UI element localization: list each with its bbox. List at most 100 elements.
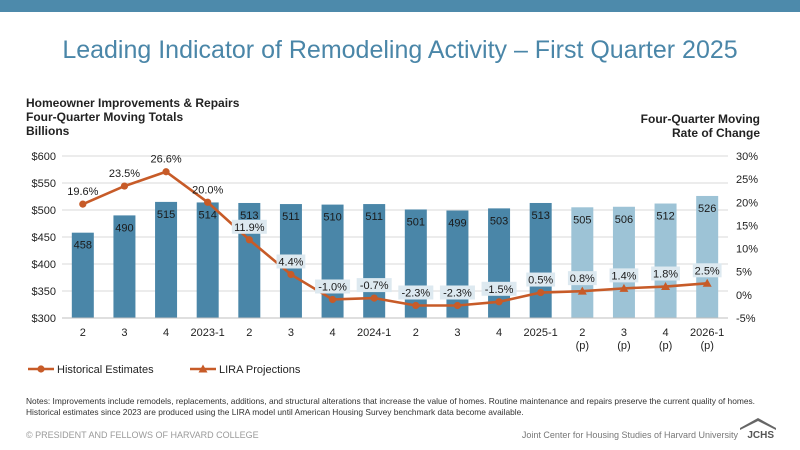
legend-historical-marker — [37, 365, 45, 373]
historical-point — [204, 198, 212, 206]
point-value-label: 2.5% — [695, 265, 720, 277]
x-tick-label: (p) — [576, 340, 589, 352]
point-value-label: -1.0% — [318, 281, 347, 293]
historical-point — [370, 294, 378, 302]
bar — [529, 202, 552, 318]
bar — [696, 195, 719, 318]
x-tick-label: 2 — [413, 327, 419, 339]
bar-value-label: 515 — [157, 209, 175, 221]
legend-historical-label: Historical Estimates — [57, 364, 154, 376]
bar — [71, 232, 94, 318]
y-tick-label: $450 — [32, 232, 56, 244]
historical-point — [287, 270, 295, 279]
x-tick-label: 4 — [163, 327, 169, 339]
x-tick-label: 2 — [80, 327, 86, 339]
org-name: Joint Center for Housing Studies of Harv… — [521, 430, 738, 440]
point-label-bg — [398, 285, 434, 300]
y2-tick-label: 0% — [736, 290, 752, 302]
bar-value-label: 511 — [282, 211, 300, 223]
point-label-bg — [609, 268, 639, 283]
bar-value-label: 511 — [365, 211, 383, 223]
historical-point — [412, 301, 420, 310]
point-value-label: 0.5% — [528, 275, 553, 287]
right-axis-title: Four-Quarter Moving Rate of Change — [641, 112, 760, 140]
point-label-bg — [315, 279, 351, 294]
x-tick-label: 2 — [246, 327, 252, 339]
left-axis-title-line: Four-Quarter Moving Totals — [26, 110, 184, 124]
x-tick-label: 2025-1 — [524, 327, 558, 339]
bar — [113, 215, 136, 318]
historical-point — [328, 295, 337, 304]
bar-value-label: 514 — [199, 209, 217, 221]
bar-value-label: 510 — [323, 212, 341, 224]
bar-value-label: 513 — [240, 210, 258, 222]
point-value-label: -0.7% — [360, 280, 389, 292]
legend-projection-marker — [198, 364, 208, 373]
projection-point — [661, 282, 671, 291]
bar-value-label: 506 — [615, 214, 633, 226]
point-value-label: 1.4% — [611, 270, 636, 282]
point-label-bg — [356, 278, 392, 293]
point-value-label: 20.0% — [192, 184, 223, 196]
copyright: © PRESIDENT AND FELLOWS OF HARVARD COLLE… — [26, 430, 259, 440]
y2-tick-label: -5% — [736, 313, 756, 325]
historical-point — [453, 301, 462, 310]
y-tick-label: $350 — [32, 286, 56, 298]
bar — [196, 202, 219, 318]
right-axis-title-line: Four-Quarter Moving — [640, 112, 760, 126]
historical-point — [245, 236, 253, 244]
y2-tick-label: 20% — [736, 197, 758, 209]
chart-title: Leading Indicator of Remodeling Activity… — [62, 36, 738, 64]
bar-value-label: 503 — [490, 215, 508, 227]
bar-value-label: 505 — [573, 214, 591, 226]
jchs-logo-icon — [740, 418, 776, 430]
bar-value-label: 490 — [115, 222, 133, 234]
point-value-label: 11.9% — [234, 222, 265, 234]
legend-projection-label: LIRA Projections — [219, 364, 301, 376]
projection-point — [702, 278, 712, 287]
point-label-bg — [526, 272, 556, 287]
x-tick-label: 2 — [579, 327, 585, 339]
bar-value-label: 526 — [698, 203, 716, 215]
x-tick-label: 3 — [454, 327, 460, 339]
bar-value-label: 499 — [448, 218, 466, 230]
projection-point — [619, 283, 629, 292]
y-tick-label: $500 — [32, 205, 56, 217]
point-value-label: 0.8% — [570, 273, 595, 285]
point-label-bg — [567, 271, 597, 286]
point-value-label: -1.5% — [485, 284, 514, 296]
bar — [612, 206, 635, 318]
y-tick-label: $600 — [32, 151, 56, 163]
top-accent-bar — [0, 0, 800, 12]
x-tick-label: 4 — [496, 327, 502, 339]
x-tick-label: 4 — [330, 327, 336, 339]
bar — [654, 203, 677, 318]
left-axis-title-line: Billions — [26, 124, 70, 138]
right-axis-title-line: Rate of Change — [671, 126, 760, 140]
point-value-label: 1.8% — [653, 269, 678, 281]
point-label-bg — [231, 219, 267, 234]
point-label-bg — [692, 263, 722, 278]
point-value-label: 23.5% — [109, 168, 140, 180]
bar-value-label: 512 — [656, 211, 674, 223]
jchs-logo-text: JCHS — [747, 430, 774, 441]
y2-tick-label: 30% — [736, 151, 758, 163]
projection-point — [577, 286, 587, 295]
left-axis-title-line: Homeowner Improvements & Repairs — [26, 96, 240, 110]
notes: Notes: Improvements include remodels, re… — [26, 396, 756, 417]
historical-line — [82, 170, 541, 307]
x-tick-label: (p) — [617, 340, 630, 352]
left-axis-title: Homeowner Improvements & Repairs Four-Qu… — [26, 96, 239, 138]
point-value-label: 4.4% — [278, 256, 303, 268]
y-tick-label: $400 — [32, 259, 56, 271]
y2-tick-label: 25% — [736, 174, 758, 186]
x-tick-label: (p) — [659, 340, 672, 352]
y2-tick-label: 5% — [736, 267, 752, 279]
historical-point — [120, 182, 129, 190]
x-tick-label: (p) — [700, 340, 713, 352]
historical-point — [495, 298, 503, 306]
x-tick-label: 2023-1 — [191, 327, 225, 339]
x-tick-label: 4 — [663, 327, 669, 339]
bar-value-label: 458 — [74, 240, 92, 252]
